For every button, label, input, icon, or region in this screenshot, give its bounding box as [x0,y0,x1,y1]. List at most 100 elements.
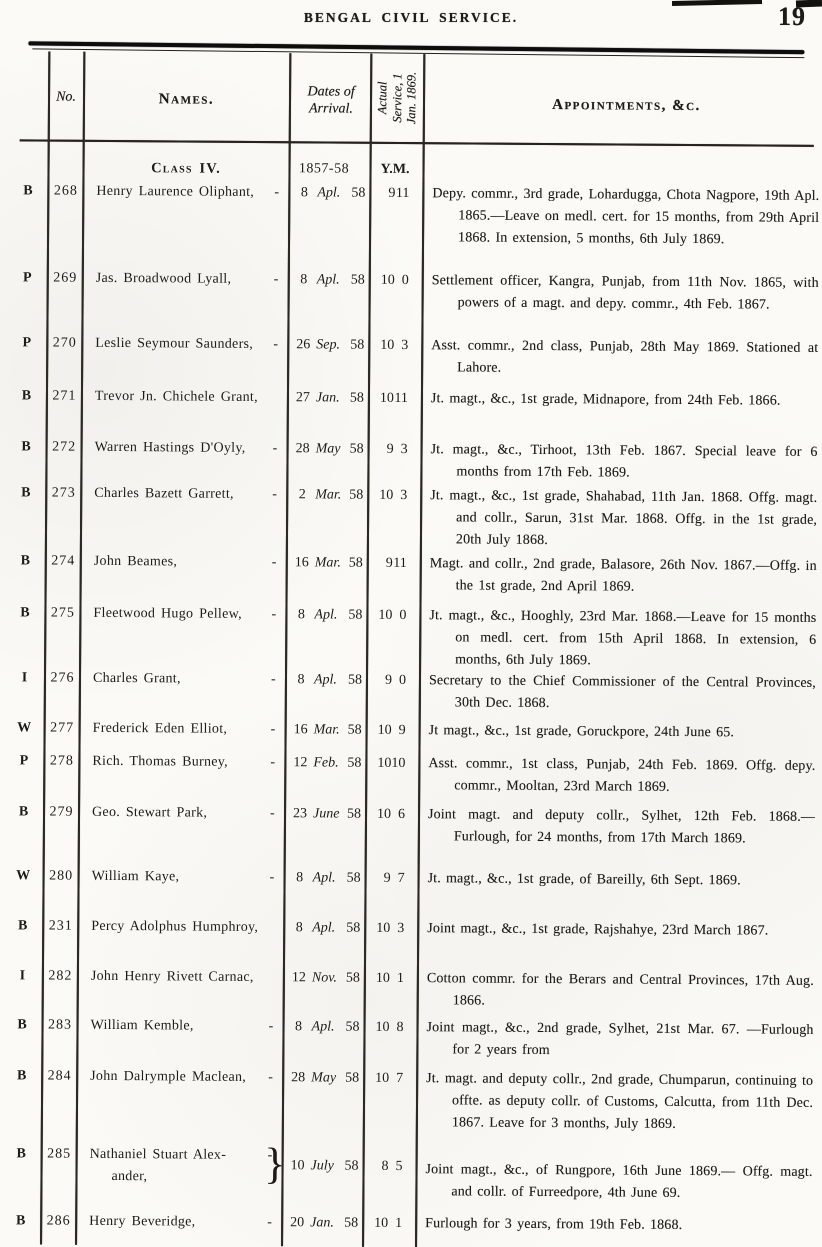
officer-name: Henry Laurence Oliphant, [96,183,255,200]
service-years: 8 [381,1158,389,1174]
table-row: B 272 Warren Hastings D'Oyly, - 28 May 5… [5,436,822,486]
officer-name: Rich. Thomas Burney, [92,753,229,770]
service-months: 7 [397,870,405,887]
table-row: W 277 Frederick Eden Elliot, - 16 Mar. 5… [4,717,822,745]
service-months: 7 [396,1070,404,1087]
arrival-day: 8 [295,920,303,936]
officer-name-continued: ander, [111,1168,148,1185]
service-months: 0 [401,272,409,289]
arrival-month: July [310,1158,334,1174]
name-dash: - [270,806,276,822]
presidency-letter: B [21,439,31,455]
service-years: 9 [386,441,394,457]
service-cell: 10 3 [367,485,420,551]
arrival-year: 58 [345,1019,360,1035]
service-years: 9 [385,555,393,571]
service-years: 9 [388,185,396,201]
appointment-text: Jt magt., &c., 1st grade, Goruckpore, 24… [428,723,735,741]
arrival-year: 58 [344,1215,359,1231]
presidency-letter: P [22,335,32,351]
presidency-letter: I [21,670,28,686]
appointment-text: Depy. commr., 3rd grade, Lohardugga, Cho… [432,186,820,248]
arrival-date-cell: 2 Mar. 58 [286,484,367,551]
service-months: 5 [395,1158,403,1175]
service-cell: 9 3 [367,439,420,483]
service-cell: 10 1 [364,968,417,1012]
name-cell: Fleetwood Hugo Pellew, - [80,603,285,670]
name-cell: Warren Hastings D'Oyly, - [81,437,286,482]
arrival-date-cell: 8 Apl. 58 [288,269,369,314]
officer-name: Fleetwood Hugo Pellew, [93,605,243,622]
presidency-letter: B [16,1146,26,1162]
appointment-text: Joint magt., &c., 2nd grade, Sylhet, 21s… [426,1020,814,1059]
name-cell: Charles Bazett Garrett, - [81,483,286,550]
serial-number: 286 [46,1213,71,1229]
arrival-month: Mar. [314,555,341,571]
name-dash: - [272,441,278,457]
name-cell: John Beames, - [81,551,286,596]
name-dash: - [268,1070,274,1086]
table-row: B 231 Percy Adolphus Humphroy, 8 Apl. 58… [2,915,822,943]
service-months: 3 [400,441,408,458]
table-row: P 269 Jas. Broadwood Lyall, - 8 Apl. 58 … [7,267,822,317]
arrival-day: 8 [295,1019,303,1035]
service-cell: 10 0 [369,270,422,314]
arrival-year: 58 [345,1070,360,1086]
arrival-month: Apl. [311,1019,335,1035]
table-row: B 283 William Kemble, - 8 Apl. 58 10 8 J… [1,1014,822,1064]
table-row: B 273 Charles Bazett Garrett, - 2 Mar. 5… [5,482,822,554]
service-cell: 10 7 [363,1068,416,1134]
service-years: 9 [384,672,393,688]
arrival-year: 58 [346,806,362,822]
appointment-text: Joint magt., &c., 1st grade, Rajshahye, … [427,921,769,939]
officer-name: William Kaye, [91,868,180,885]
officer-name: John Beames, [93,553,178,570]
officer-name: Leslie Seymour Saunders, [95,335,254,352]
serial-number: 277 [50,720,75,736]
arrival-day: 8 [296,870,304,886]
arrival-date-cell: 8 Apl. 58 [285,669,366,714]
service-cell: 10 6 [365,804,418,848]
serial-number: 270 [52,335,77,351]
arrival-year: 58 [345,970,360,986]
presidency-letter: P [22,270,32,286]
table-row: I 282 John Henry Rivett Carnac, 12 Nov. … [2,965,822,1015]
arrival-month: Apl. [313,672,337,688]
presidency-letter: B [23,183,33,199]
service-years: 10 [375,970,390,986]
serial-number: 278 [49,753,74,769]
arrival-month: May [311,1070,337,1086]
service-years: 10 [380,337,395,353]
service-cell: 9 7 [365,868,418,890]
presidency-letter: P [19,753,29,769]
presidency-letter: W [16,868,31,884]
name-dash: - [271,555,277,571]
name-dash: - [274,185,280,201]
service-months: 1 [396,970,404,987]
appointment-text: Joint magt. and deputy collr., Sylhet, 1… [427,807,816,847]
service-months: 9 [398,722,406,739]
name-cell: Geo. Stewart Park, - [79,802,284,847]
appointment-text: Cotton commr. for the Berars and Central… [426,971,814,1009]
serial-number: 285 [47,1146,72,1162]
table-row: B 279 Geo. Stewart Park, - 23 June 58 10… [3,801,822,851]
appointment-text: Asst. commr., 1st class, Punjab, 24th Fe… [428,756,816,795]
officer-name: John Dalrymple Maclean, [90,1068,247,1085]
appointment-text: Furlough for 3 years, from 19th Feb. 186… [425,1216,683,1233]
service-cell: 9 11 [367,553,420,597]
appointment-text: Secretary to the Chief Commissioner of t… [428,673,817,712]
arrival-day: 8 [297,672,305,688]
officer-name: Geo. Stewart Park, [91,804,208,821]
arrival-year: 58 [346,870,361,886]
service-years: 10 [379,390,394,406]
table-row: B 286 Henry Beveridge, - 20 Jan. 58 10 1… [0,1210,822,1238]
arrival-date-cell: 20 Jan. 58 [281,1212,362,1235]
arrival-day: 28 [291,1070,306,1086]
name-cell: Henry Beveridge, - [76,1211,281,1234]
service-cell: 8 5 [362,1146,415,1203]
arrival-day: 10 [290,1158,305,1174]
presidency-letter: B [21,388,32,404]
officer-name: Charles Bazett Garrett, [94,485,234,502]
arrival-date-cell: 8 Apl. 58 [285,604,366,671]
officer-name: Warren Hastings D'Oyly, [94,439,246,456]
